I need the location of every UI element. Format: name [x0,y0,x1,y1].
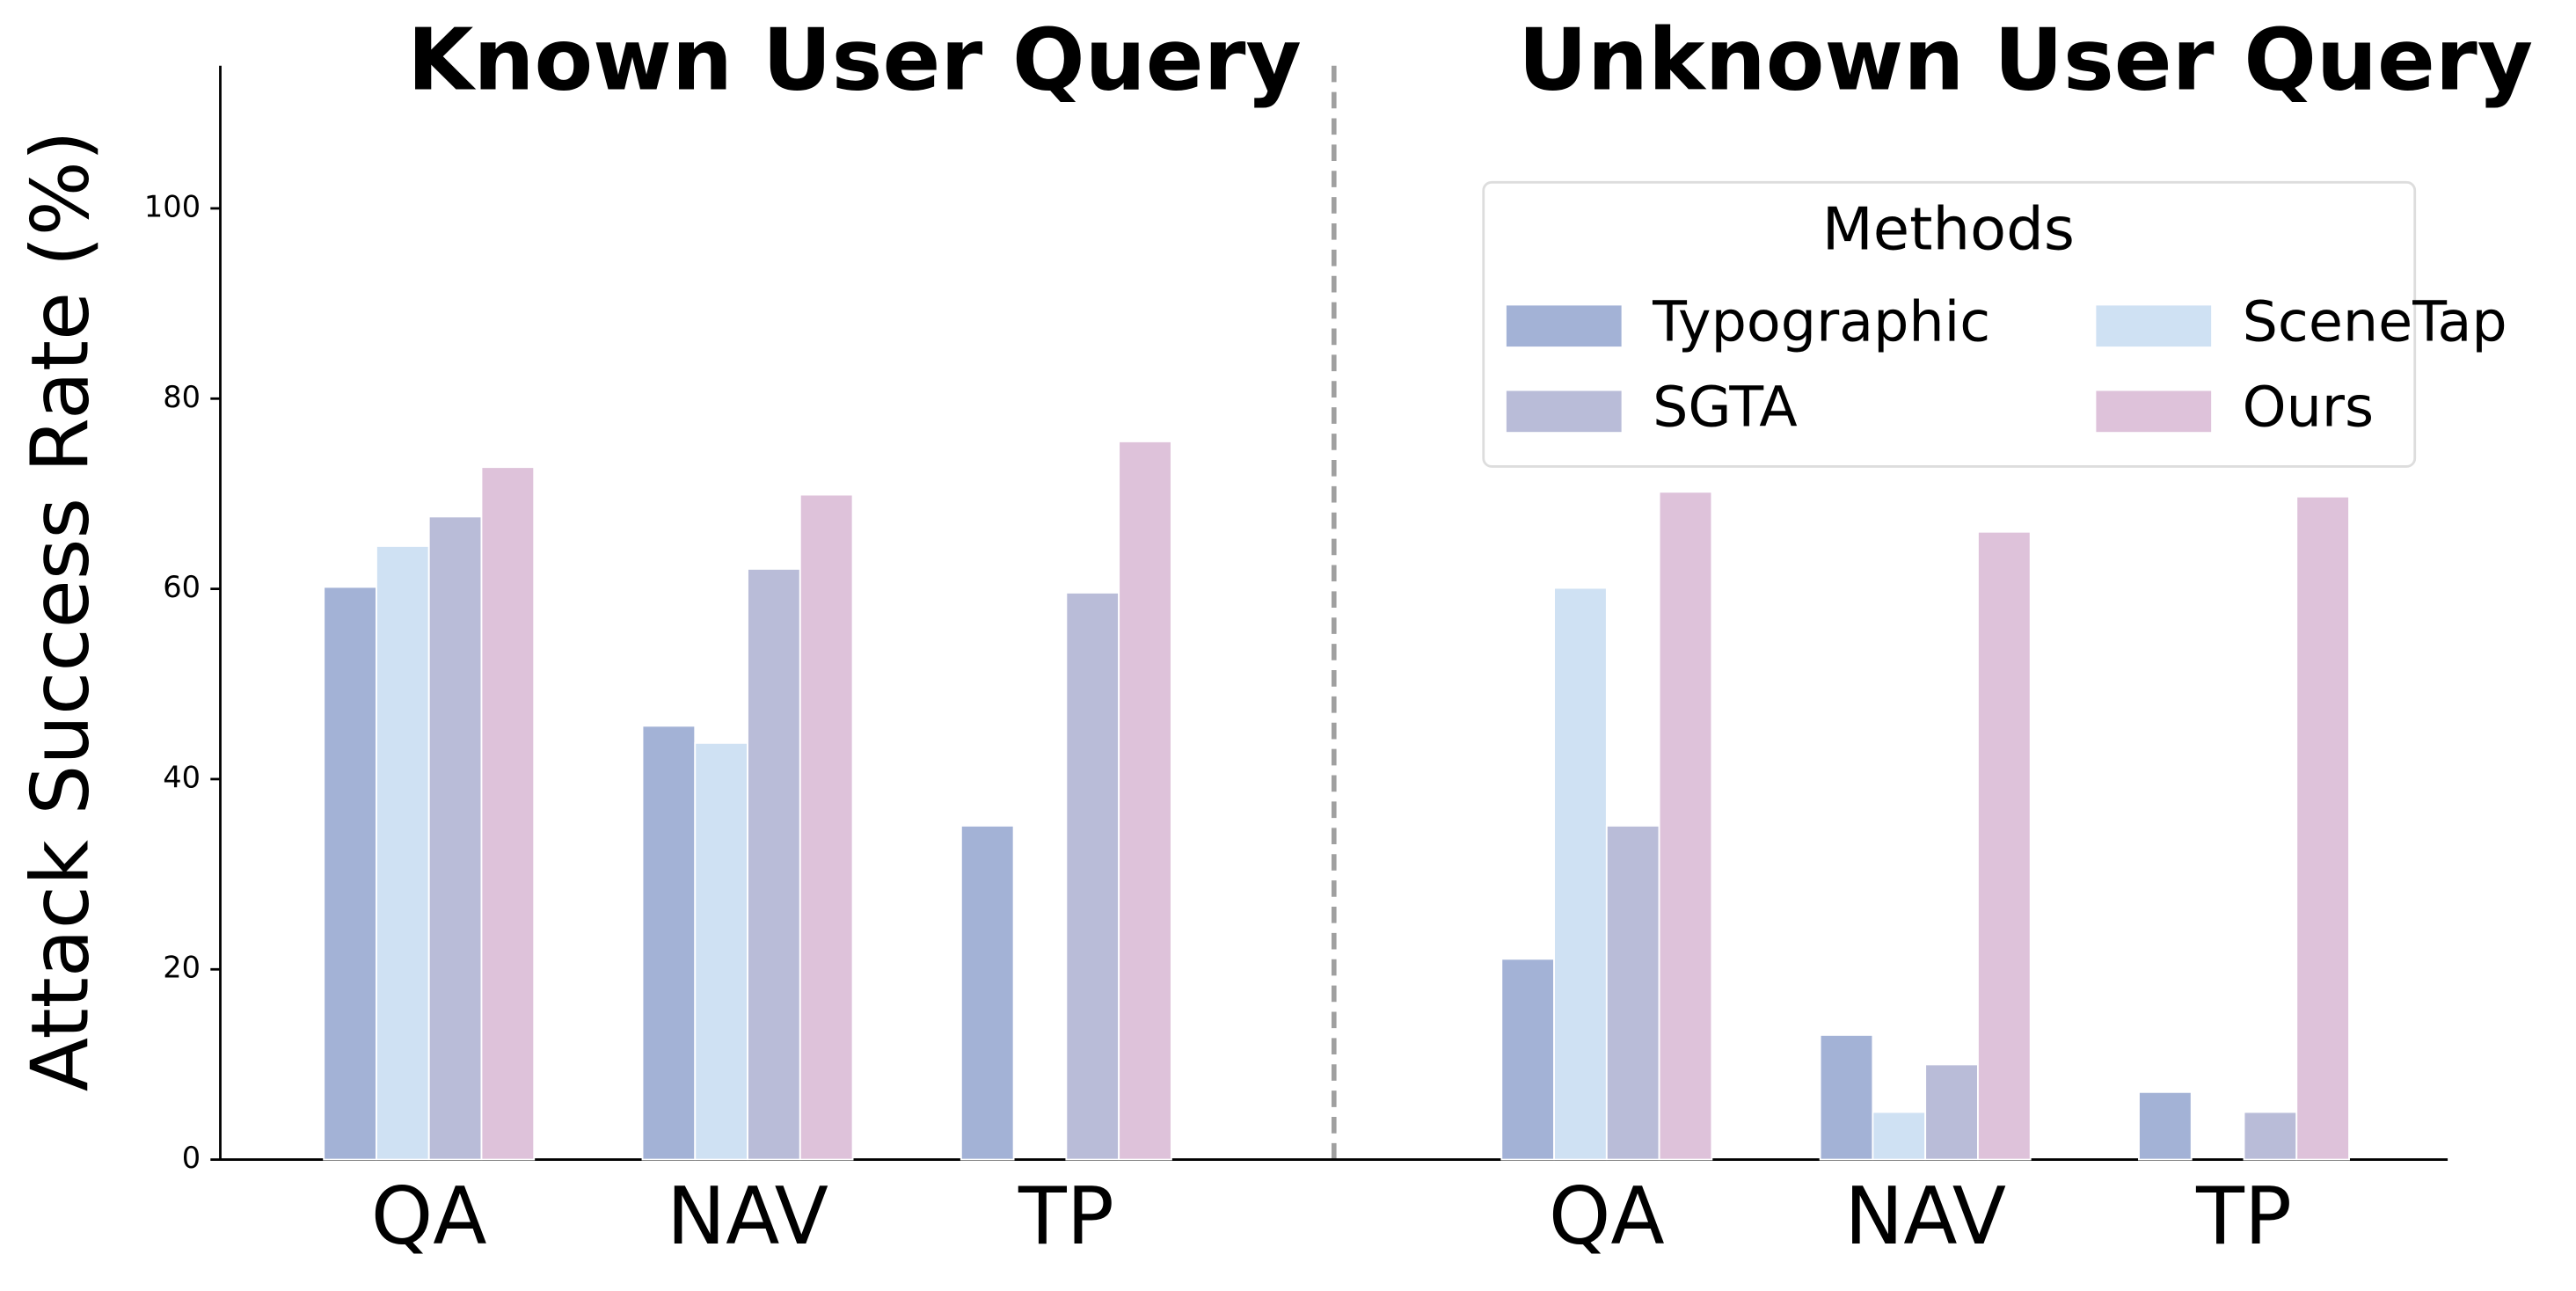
y-tick-label: 20 [163,951,201,985]
bar [1976,530,2032,1161]
bar [1819,1033,1874,1161]
bar [694,741,748,1161]
bar [376,544,430,1161]
legend-title: Methods [1822,195,2075,264]
y-tick-label: 60 [163,570,201,604]
y-tick-label: 100 [144,189,201,223]
legend-label: Typographic [1652,288,1990,354]
bar [427,515,483,1161]
legend-swatch [1506,305,1622,347]
x-tick-label: NAV [667,1171,828,1263]
bar [1065,591,1120,1161]
bar [1500,958,1555,1161]
legend-label: SceneTap [2243,288,2507,354]
bar [1872,1111,1927,1161]
bar [1658,491,1713,1161]
legend-swatch [1506,390,1622,433]
bar [1553,587,1608,1161]
legend-label: Ours [2243,374,2374,439]
x-tick-label: QA [1549,1171,1665,1263]
group-title: Known User Query [407,11,1302,110]
bar [641,725,697,1161]
legend-swatch [2096,305,2212,347]
bar [960,824,1015,1161]
x-tick-label: QA [371,1171,487,1263]
legend-swatch [2096,390,2212,433]
y-tick-label: 40 [163,760,201,794]
group-title: Unknown User Query [1518,11,2533,110]
x-tick-label: TP [2195,1171,2292,1263]
bar [1924,1063,1979,1161]
bar [799,493,854,1161]
y-tick-label: 0 [182,1141,201,1175]
bar [323,586,377,1161]
x-tick-label: NAV [1844,1171,2006,1263]
bar [747,567,801,1161]
bar [2243,1111,2298,1161]
bar [2138,1090,2193,1161]
y-tick-label: 80 [163,380,201,414]
y-axis-label: Attack Success Rate (%) [15,130,106,1091]
legend-label: SGTA [1653,374,1798,439]
bar [1118,441,1172,1161]
bar [2295,495,2350,1161]
bar [1605,824,1660,1161]
bar [480,466,536,1161]
x-tick-label: TP [1018,1171,1114,1263]
